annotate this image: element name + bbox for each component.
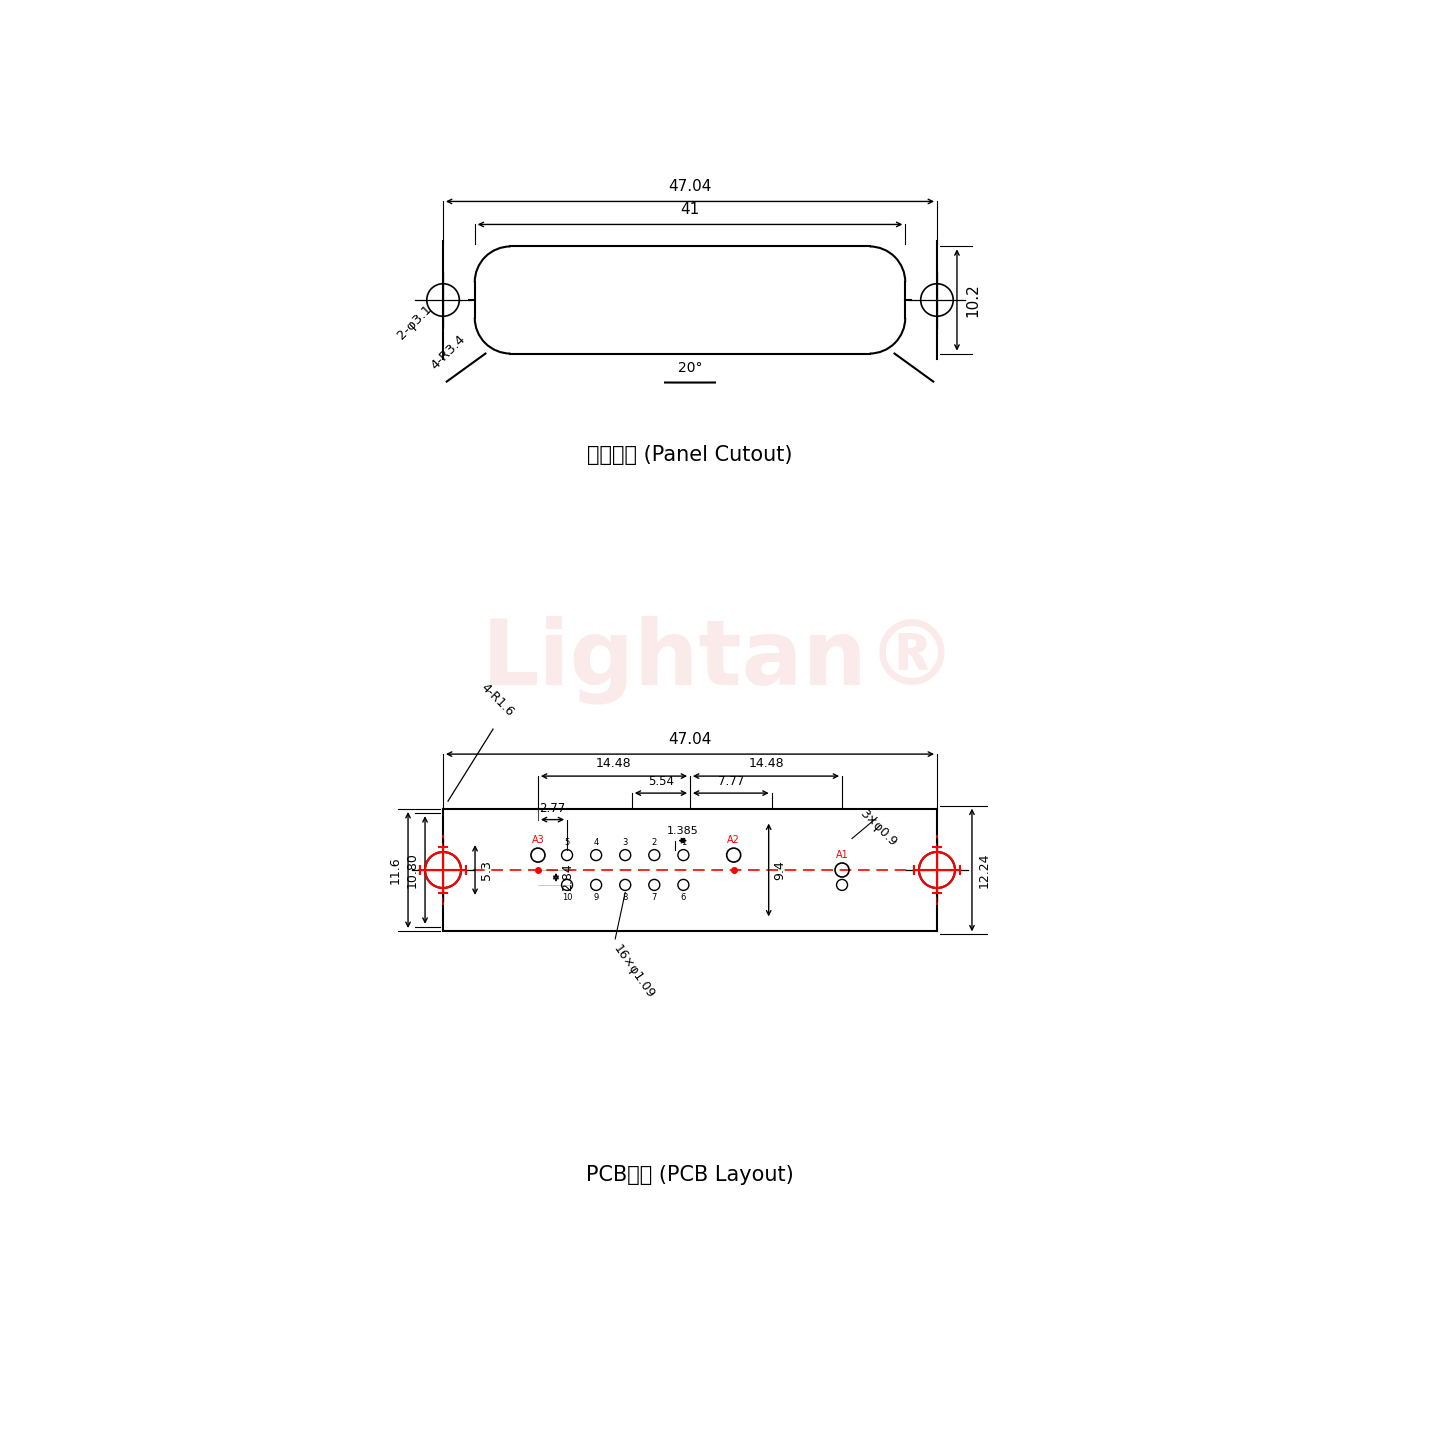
Text: 9: 9 <box>593 893 599 903</box>
Text: 47.04: 47.04 <box>668 180 711 194</box>
Text: 5.54: 5.54 <box>648 775 674 788</box>
Text: 面板开孔 (Panel Cutout): 面板开孔 (Panel Cutout) <box>588 445 793 465</box>
Text: 3: 3 <box>622 838 628 847</box>
Text: Lightan®: Lightan® <box>482 616 958 704</box>
Text: 9.4: 9.4 <box>773 860 786 880</box>
Text: A3: A3 <box>531 835 544 845</box>
Text: 7: 7 <box>652 893 657 903</box>
Text: 10: 10 <box>562 893 572 903</box>
Text: 5: 5 <box>564 838 570 847</box>
Text: 10.80: 10.80 <box>406 852 419 888</box>
Text: 10.2: 10.2 <box>965 284 981 317</box>
Text: 12.24: 12.24 <box>978 852 991 887</box>
Text: 1.385: 1.385 <box>667 825 698 835</box>
Text: 3×φ0.9: 3×φ0.9 <box>857 806 899 850</box>
Text: 14.48: 14.48 <box>749 757 783 770</box>
Circle shape <box>426 852 459 887</box>
Text: 2: 2 <box>652 838 657 847</box>
Text: 6: 6 <box>681 893 685 903</box>
Text: 4-R3.4: 4-R3.4 <box>428 333 468 372</box>
Text: A2: A2 <box>727 835 740 845</box>
Text: 47.04: 47.04 <box>668 732 711 747</box>
Text: 11.6: 11.6 <box>389 857 402 884</box>
Text: 8: 8 <box>622 893 628 903</box>
Text: 2.77: 2.77 <box>540 802 566 815</box>
Text: 4: 4 <box>593 838 599 847</box>
Text: 2.84: 2.84 <box>562 864 575 891</box>
Text: 5.3: 5.3 <box>480 860 492 880</box>
Text: 20°: 20° <box>678 360 703 374</box>
Text: 14.48: 14.48 <box>596 757 632 770</box>
Text: A1: A1 <box>835 850 848 860</box>
Text: 4-R1.6: 4-R1.6 <box>478 681 516 719</box>
Circle shape <box>920 852 953 887</box>
Text: 41: 41 <box>680 203 700 217</box>
Text: 16×φ1.09: 16×φ1.09 <box>611 943 657 1001</box>
Text: 2-φ3.1: 2-φ3.1 <box>395 302 435 341</box>
Text: 1: 1 <box>681 838 685 847</box>
Text: 7.77: 7.77 <box>717 775 744 788</box>
Text: PCB布局 (PCB Layout): PCB布局 (PCB Layout) <box>586 1165 793 1185</box>
